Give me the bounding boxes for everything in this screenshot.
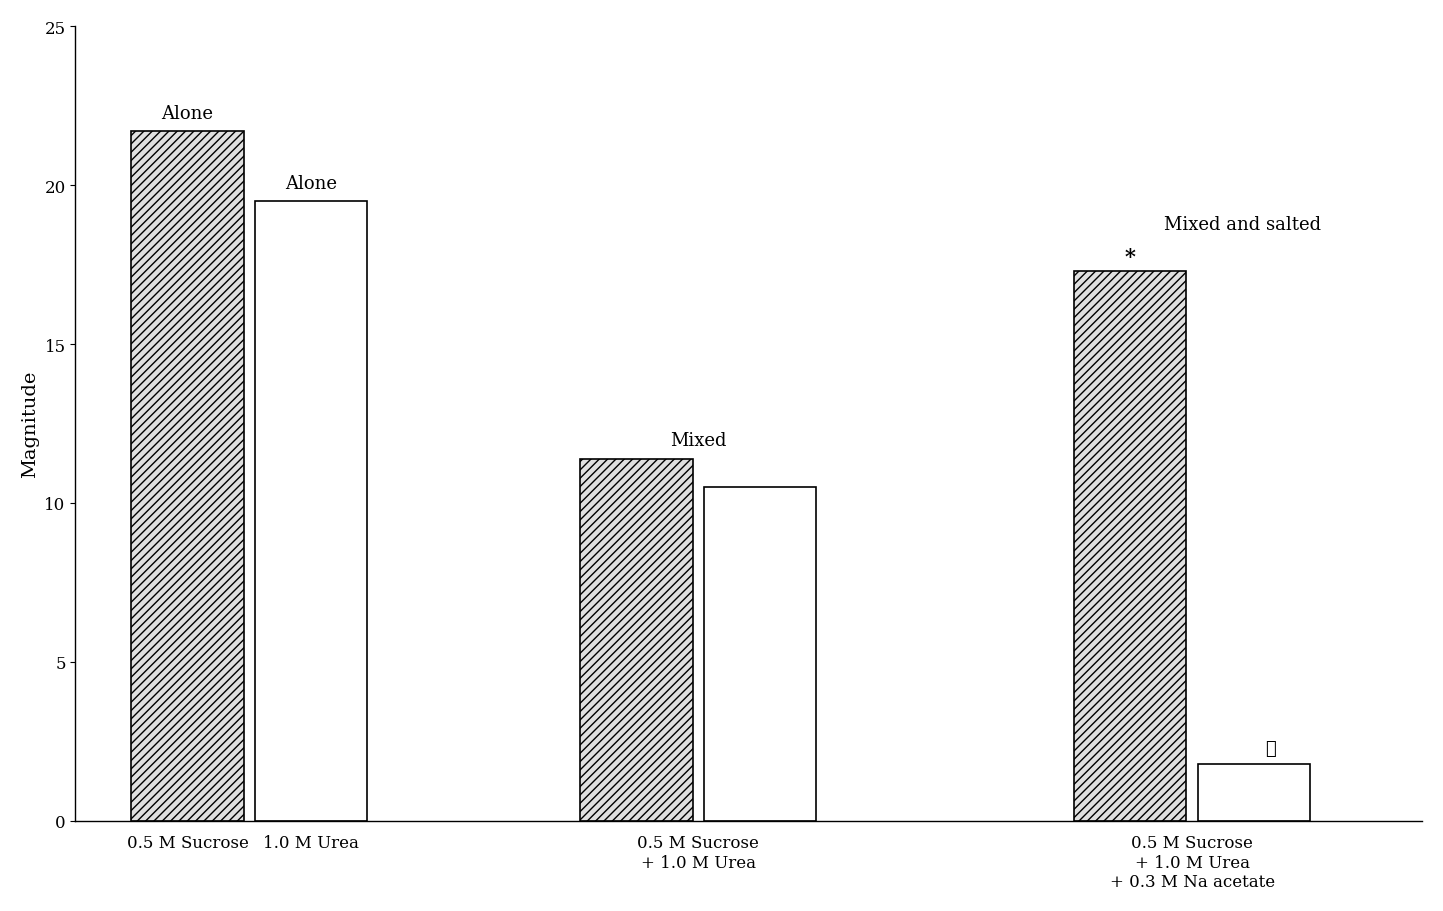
Bar: [131, 132, 244, 821]
Bar: [1198, 763, 1310, 821]
Text: Alone: Alone: [286, 174, 338, 192]
Bar: [580, 459, 693, 821]
Bar: [704, 487, 817, 821]
Bar: [1074, 271, 1186, 821]
Text: *: *: [1126, 247, 1136, 267]
Text: Mixed: Mixed: [670, 432, 726, 449]
Text: Mixed and salted: Mixed and salted: [1165, 216, 1322, 233]
Text: Alone: Alone: [162, 105, 214, 123]
Y-axis label: Magnitude: Magnitude: [20, 371, 39, 477]
Text: ★: ★: [1266, 740, 1276, 757]
Bar: [255, 202, 367, 821]
